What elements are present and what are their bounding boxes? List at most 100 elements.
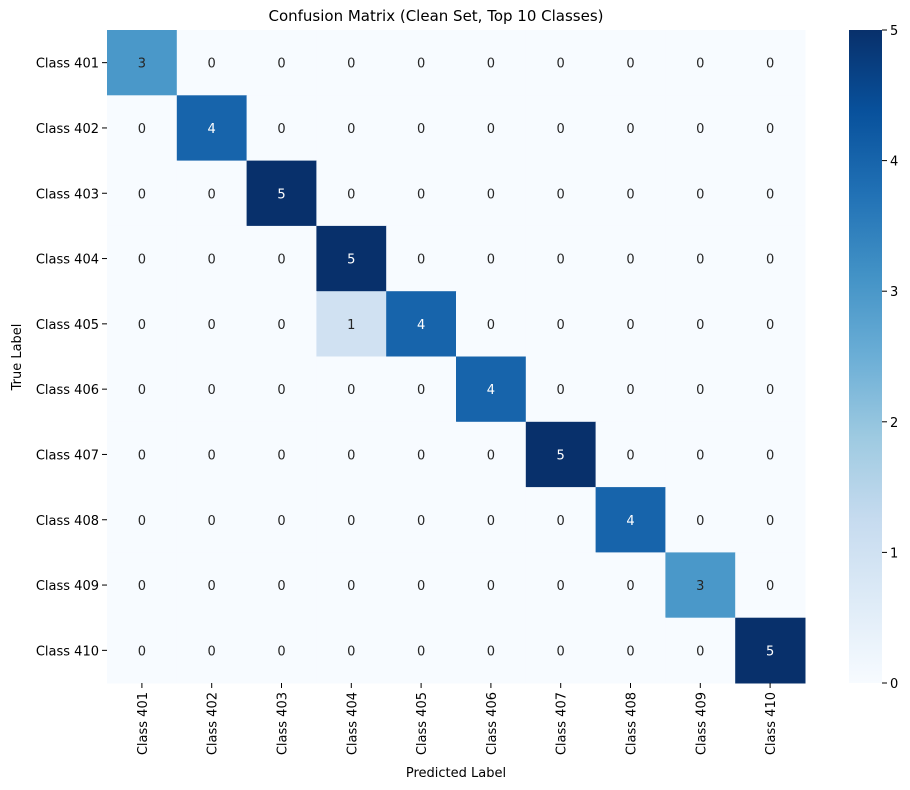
heatmap-cell (456, 552, 527, 619)
cell-value-label: 0 (696, 383, 704, 398)
heatmap-cell (107, 291, 178, 357)
y-tick-label: Class 402 (36, 122, 99, 137)
cell-value-label: 0 (626, 579, 634, 594)
heatmap-cell (386, 95, 457, 162)
cell-value-label: 0 (557, 253, 565, 268)
cell-value-label: 0 (557, 318, 565, 333)
heatmap-cell (525, 225, 597, 292)
cell-value-label: 0 (138, 383, 146, 398)
x-tick-label: Class 408 (625, 692, 640, 755)
cell-value-label: 5 (277, 187, 285, 202)
heatmap-cell (316, 356, 387, 423)
cell-value-label: 0 (347, 644, 355, 659)
heatmap-cell (525, 552, 597, 619)
cell-value-label: 1 (347, 318, 355, 333)
x-tick-label: Class 401 (136, 692, 151, 755)
y-tick-label: Class 410 (36, 644, 99, 659)
heatmap-cell (176, 552, 248, 619)
heatmap-cell (316, 225, 387, 292)
y-tick-label: Class 409 (36, 579, 99, 594)
cell-value-label: 4 (626, 514, 634, 529)
heatmap-cell (735, 225, 806, 292)
heatmap-cell (595, 30, 666, 96)
colorbar-tick-label: 2 (890, 416, 898, 431)
cell-value-label: 0 (138, 448, 146, 463)
cell-value-label: 0 (208, 448, 216, 463)
heatmap-cell (316, 552, 387, 619)
cell-value-label: 0 (417, 57, 425, 72)
cell-value-label: 4 (417, 318, 425, 333)
cell-value-label: 0 (208, 253, 216, 268)
x-tick-label: Class 404 (345, 692, 360, 755)
cell-value-label: 0 (557, 383, 565, 398)
heatmap-cell (595, 291, 666, 357)
heatmap-cell (176, 160, 248, 227)
chart-title: Confusion Matrix (Clean Set, Top 10 Clas… (268, 7, 603, 25)
heatmap-cell (316, 291, 387, 357)
heatmap-cell (386, 30, 457, 96)
heatmap-cell (176, 617, 248, 684)
heatmap-cell (595, 225, 666, 292)
cell-value-label: 0 (487, 122, 495, 137)
cell-value-label: 0 (487, 187, 495, 202)
heatmap-cell (316, 421, 387, 488)
cell-value-label: 0 (766, 318, 774, 333)
y-tick-label: Class 401 (36, 57, 99, 72)
heatmap-cell (456, 225, 527, 292)
heatmap-cell (386, 291, 457, 357)
cell-value-label: 5 (347, 253, 355, 268)
heatmap-cell (525, 356, 597, 423)
colorbar-tick-label: 4 (890, 155, 898, 170)
cell-value-label: 0 (557, 579, 565, 594)
heatmap-cell (176, 356, 248, 423)
cell-value-label: 0 (417, 448, 425, 463)
cell-value-label: 0 (208, 57, 216, 72)
x-tick-label: Class 405 (415, 692, 430, 755)
cell-value-label: 0 (766, 383, 774, 398)
heatmap-cell (735, 552, 806, 619)
heatmap-cell (525, 421, 597, 488)
heatmap-cell (735, 617, 806, 684)
heatmap-cell (107, 421, 178, 488)
cell-value-label: 4 (487, 383, 495, 398)
cell-value-label: 0 (626, 187, 634, 202)
cell-value-label: 0 (487, 57, 495, 72)
cell-value-label: 0 (277, 514, 285, 529)
heatmap-cell (595, 487, 666, 553)
heatmap-cell (456, 291, 527, 357)
cell-value-label: 0 (417, 644, 425, 659)
heatmap-cell (595, 356, 666, 423)
heatmap-cell (386, 552, 457, 619)
colorbar-tick-label: 3 (890, 285, 898, 300)
heatmap-cell (107, 225, 178, 292)
heatmap-cell (665, 95, 736, 162)
heatmap-cell (107, 356, 178, 423)
y-tick-label: Class 406 (36, 383, 99, 398)
heatmap-cell-labels: 3 0 0 0 0 0 0 0 0 0 0 4 0 0 0 0 0 0 0 0 0 0 5 0 0 0 0 0 0 0 0 0 0 5 0 0 0 0 0 0… (138, 57, 774, 660)
heatmap-cell (456, 95, 527, 162)
heatmap-cell (735, 291, 806, 357)
cell-value-label: 0 (696, 57, 704, 72)
cell-value-label: 0 (208, 318, 216, 333)
heatmap-cell (107, 487, 178, 553)
heatmap-cell (735, 421, 806, 488)
y-tick-label: Class 403 (36, 187, 99, 202)
cell-value-label: 0 (208, 579, 216, 594)
cell-value-label: 0 (696, 644, 704, 659)
cell-value-label: 0 (696, 253, 704, 268)
cell-value-label: 0 (626, 448, 634, 463)
heatmap-cell (735, 487, 806, 553)
cell-value-label: 0 (487, 448, 495, 463)
cell-value-label: 0 (347, 187, 355, 202)
heatmap-cell (316, 160, 387, 227)
cell-value-label: 0 (696, 122, 704, 137)
heatmap-cell (525, 95, 597, 162)
cell-value-label: 0 (487, 579, 495, 594)
cell-value-label: 0 (277, 644, 285, 659)
cell-value-label: 0 (277, 253, 285, 268)
heatmap-cell (246, 95, 317, 162)
x-tick-label: Class 402 (206, 692, 221, 755)
heatmap-cell (386, 225, 457, 292)
x-tick-label: Class 406 (485, 692, 500, 755)
y-tick-label: Class 408 (36, 514, 99, 529)
